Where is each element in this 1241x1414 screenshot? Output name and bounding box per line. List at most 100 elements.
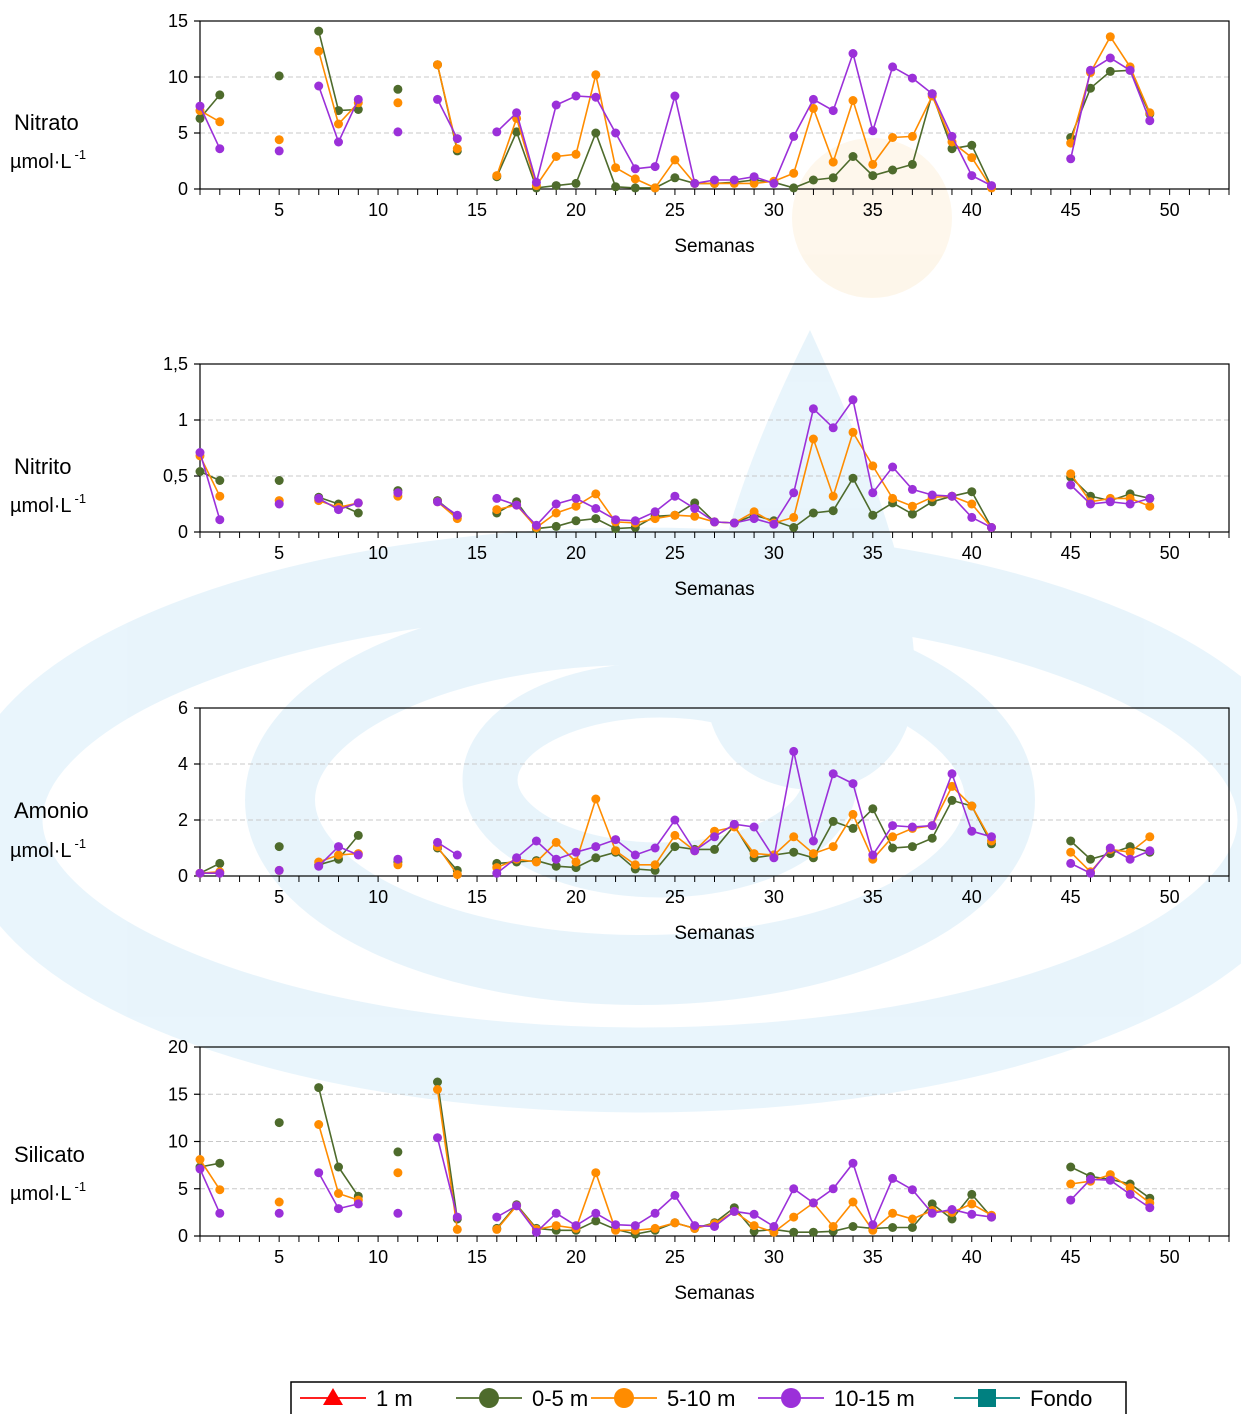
data-point [888, 1173, 898, 1183]
data-point [848, 1158, 858, 1168]
watermark-drop [705, 330, 915, 790]
data-point [195, 113, 205, 123]
data-point [215, 144, 225, 154]
data-point [749, 178, 759, 188]
data-point [888, 843, 898, 853]
x-tick-label: 10 [368, 200, 388, 220]
data-point [334, 842, 343, 852]
data-point [1066, 469, 1076, 479]
data-point [1066, 154, 1076, 164]
data-point [353, 830, 363, 840]
data-point [808, 103, 818, 113]
data-point [907, 131, 917, 141]
data-point [571, 847, 581, 857]
data-point [1105, 53, 1115, 63]
data-point [274, 1197, 284, 1207]
x-tick-label: 10 [368, 887, 388, 907]
data-point [789, 1212, 799, 1222]
nitrito-unit: µmol·L -1 [10, 491, 86, 517]
data-point [215, 1158, 225, 1168]
data-point [433, 60, 442, 70]
watermark-wave-inner [462, 662, 858, 898]
data-point [690, 1221, 700, 1231]
legend-label: Fondo [1030, 1386, 1092, 1411]
data-point [868, 461, 878, 471]
data-point [571, 178, 581, 188]
data-point [848, 473, 858, 483]
series-line-5-10-m [436, 64, 459, 149]
data-point [512, 108, 522, 118]
data-point [1066, 847, 1076, 857]
series-0-5-m [195, 26, 1155, 193]
data-point [947, 1214, 957, 1224]
data-point [274, 842, 284, 852]
data-point [749, 849, 759, 859]
x-tick-label: 30 [764, 1247, 784, 1267]
data-point [769, 853, 779, 863]
unit-superscript: -1 [75, 147, 87, 162]
data-point [868, 126, 878, 136]
data-point [828, 769, 838, 779]
data-point [710, 1222, 719, 1231]
series-10-15-m [195, 746, 1155, 878]
data-point [512, 1201, 522, 1211]
data-point [591, 504, 601, 513]
data-point [1105, 32, 1115, 42]
data-point [1125, 854, 1135, 864]
data-point [650, 1223, 660, 1233]
data-point [630, 860, 640, 870]
data-point [353, 1199, 363, 1209]
data-point [393, 1168, 403, 1178]
y-tick-label: 20 [168, 1037, 188, 1057]
data-point [789, 1184, 799, 1194]
data-point [274, 1118, 284, 1128]
data-point [907, 159, 917, 169]
data-point [1086, 65, 1095, 75]
legend-label: 10-15 m [834, 1386, 915, 1411]
x-tick-label: 30 [764, 200, 784, 220]
data-point [967, 512, 977, 522]
data-point [551, 1208, 561, 1218]
data-point [591, 853, 601, 863]
y-tick-label: 10 [168, 67, 188, 87]
data-point [848, 779, 858, 789]
data-point [888, 165, 898, 175]
x-tick-label: 25 [665, 887, 685, 907]
legend-label: 1 m [376, 1386, 413, 1411]
watermark-wave-outer [0, 527, 1241, 1113]
data-point [967, 1199, 977, 1209]
data-point [1086, 83, 1095, 93]
data-point [927, 1199, 937, 1209]
x-tick-label: 5 [274, 200, 284, 220]
data-point [710, 517, 719, 527]
data-point [551, 854, 561, 864]
data-point [1066, 858, 1076, 868]
data-point [1145, 832, 1155, 842]
data-point [749, 1221, 759, 1231]
data-point [749, 1209, 759, 1219]
y-tick-label: 5 [178, 123, 188, 143]
data-point [650, 843, 660, 853]
data-point [710, 844, 719, 854]
data-point [967, 826, 977, 836]
data-point [353, 508, 363, 518]
data-point [828, 157, 838, 167]
data-point [353, 498, 363, 508]
data-point [314, 46, 324, 56]
data-point [1086, 499, 1095, 509]
x-tick-label: 20 [566, 543, 586, 563]
data-point [848, 96, 858, 105]
data-point [591, 92, 601, 102]
data-point [868, 159, 878, 169]
data-point [808, 94, 818, 104]
amonio-label: Amonio [14, 798, 89, 823]
data-point [195, 101, 205, 111]
data-point [1145, 116, 1155, 126]
data-point [828, 1222, 838, 1231]
data-point [591, 1216, 601, 1226]
data-point [611, 1220, 621, 1230]
legend-label: 5-10 m [667, 1386, 735, 1411]
data-point [947, 769, 957, 779]
series-5-10-m [195, 427, 1155, 532]
